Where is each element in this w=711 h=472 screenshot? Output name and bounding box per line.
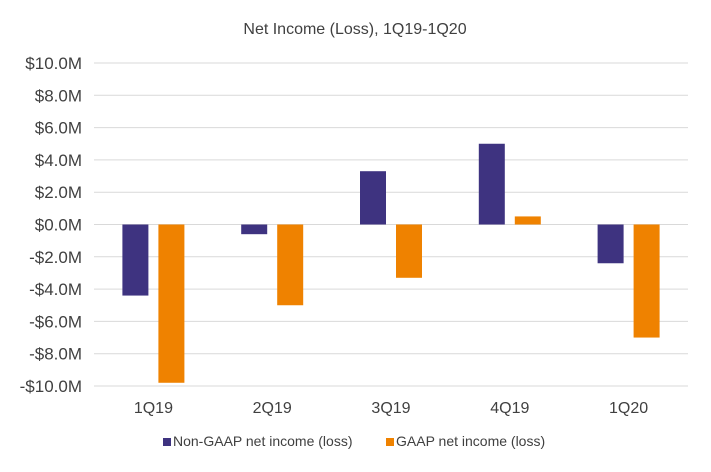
bar-gaap-net-income-loss-1q19: [158, 224, 185, 383]
bar-non-gaap-net-income-loss-3q19: [360, 171, 386, 225]
bar-gaap-net-income-loss-3q19: [396, 224, 422, 278]
y-tick-label: -$8.0M: [29, 345, 82, 364]
y-tick-label: $6.0M: [35, 119, 82, 138]
bar-gaap-net-income-loss-2q19: [277, 224, 304, 306]
bar-non-gaap-net-income-loss-2q19: [241, 224, 268, 235]
y-tick-label: -$10.0M: [20, 377, 82, 396]
y-tick-label: $8.0M: [35, 86, 82, 105]
y-axis-ticks: $10.0M $8.0M $6.0M $4.0M $2.0M $0.0M -$2.0M -$4…: [20, 54, 82, 396]
gridlines: [94, 62, 688, 387]
x-tick-label: 1Q19: [134, 400, 173, 417]
legend-label-gaap: GAAP net income (loss): [396, 433, 545, 449]
bar-non-gaap-net-income-loss-1q20: [597, 224, 624, 264]
legend-swatch-gaap: [386, 438, 394, 446]
x-tick-label: 3Q19: [371, 400, 410, 417]
bar-non-gaap-net-income-loss-1q19: [122, 224, 149, 296]
y-tick-label: $0.0M: [35, 216, 82, 235]
bar-gaap-net-income-loss-1q20: [633, 224, 660, 338]
x-tick-label: 1Q20: [609, 400, 648, 417]
bar-non-gaap-net-income-loss-4q19: [478, 143, 505, 225]
y-tick-label: -$6.0M: [29, 312, 82, 331]
bar-gaap-net-income-loss-4q19: [514, 216, 541, 225]
bars: [122, 143, 660, 383]
y-tick-label: -$2.0M: [29, 248, 82, 267]
x-tick-label: 2Q19: [253, 400, 292, 417]
legend-swatch-non-gaap: [163, 438, 171, 446]
legend: Non-GAAP net income (loss) GAAP net inco…: [163, 433, 545, 449]
x-tick-label: 4Q19: [490, 400, 529, 417]
y-tick-label: $2.0M: [35, 183, 82, 202]
legend-label-non-gaap: Non-GAAP net income (loss): [173, 433, 352, 449]
chart-title: Net Income (Loss), 1Q19-1Q20: [243, 21, 466, 38]
y-tick-label: -$4.0M: [29, 280, 82, 299]
y-tick-label: $4.0M: [35, 151, 82, 170]
y-tick-label: $10.0M: [25, 54, 82, 73]
x-axis-ticks: 1Q19 2Q19 3Q19 4Q19 1Q20: [134, 400, 648, 417]
